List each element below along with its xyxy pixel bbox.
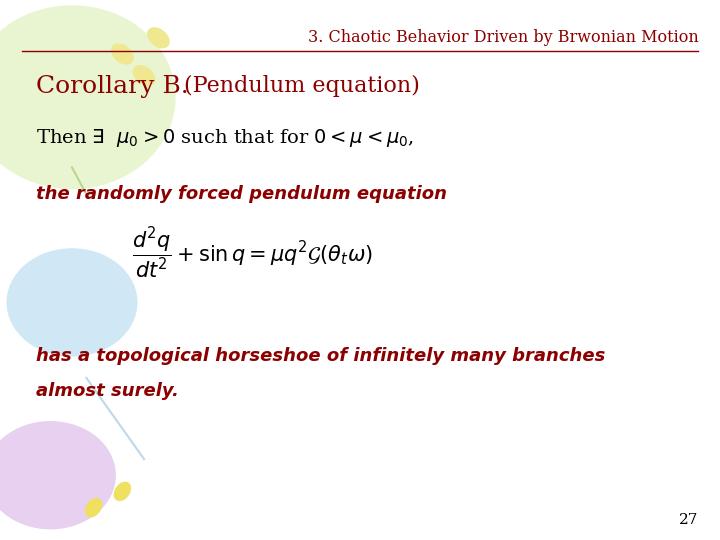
Ellipse shape [148,28,169,48]
Ellipse shape [86,498,102,517]
Text: almost surely.: almost surely. [36,382,179,401]
Ellipse shape [133,66,155,85]
Text: Then $\exists$  $\mu_0 > 0$ such that for $0 < \mu < \mu_0$,: Then $\exists$ $\mu_0 > 0$ such that for… [36,127,414,148]
Text: 27: 27 [679,512,698,526]
Text: Corollary B.: Corollary B. [36,75,189,98]
Ellipse shape [0,422,115,529]
Ellipse shape [112,44,133,64]
Text: has a topological horseshoe of infinitely many branches: has a topological horseshoe of infinitel… [36,347,606,366]
Ellipse shape [114,482,130,501]
Text: 3. Chaotic Behavior Driven by Brwonian Motion: 3. Chaotic Behavior Driven by Brwonian M… [307,29,698,46]
Ellipse shape [7,249,137,356]
Text: the randomly forced pendulum equation: the randomly forced pendulum equation [36,185,447,204]
Ellipse shape [0,6,175,188]
Text: (Pendulum equation): (Pendulum equation) [184,76,420,97]
Text: $\dfrac{d^2q}{dt^2} + \sin q = \mu q^2 \mathcal{G}(\theta_t \omega)$: $\dfrac{d^2q}{dt^2} + \sin q = \mu q^2 \… [132,226,372,281]
